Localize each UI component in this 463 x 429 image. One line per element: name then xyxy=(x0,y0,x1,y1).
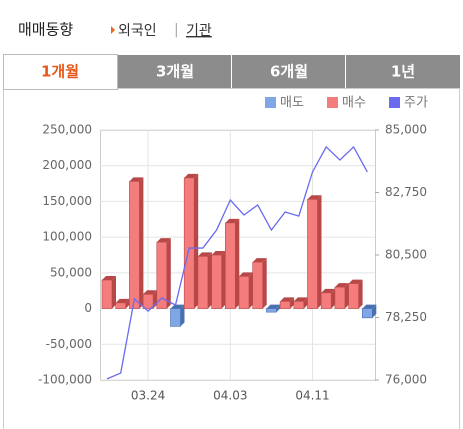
y-tick-label: 100,000 xyxy=(42,230,92,244)
y-tick-label: 50,000 xyxy=(50,265,92,279)
bar-top xyxy=(170,304,185,309)
bar-top xyxy=(280,297,295,302)
bar xyxy=(197,256,209,309)
legend-swatch xyxy=(327,97,338,108)
y-tick-label: 200,000 xyxy=(42,158,92,172)
bar xyxy=(225,222,236,309)
bar xyxy=(183,177,195,309)
x-tick-label: 04.03 xyxy=(213,389,247,403)
bar-top xyxy=(225,218,240,223)
header-title: 매매동향 xyxy=(18,21,73,39)
bar-side xyxy=(344,283,349,309)
bar xyxy=(361,308,373,319)
bar-side xyxy=(221,251,226,309)
header-link[interactable]: 외국인 xyxy=(118,23,157,39)
y-tick-label: 250,000 xyxy=(42,123,92,137)
y2-tick-label: 78,250 xyxy=(385,310,427,324)
y-tick-label: -100,000 xyxy=(38,373,92,387)
y-tick-label: 150,000 xyxy=(42,194,92,208)
bar-top xyxy=(239,272,253,277)
bar xyxy=(320,292,332,309)
legend-swatch xyxy=(389,97,400,108)
bar xyxy=(334,286,346,309)
header-link[interactable]: 기관 xyxy=(186,23,212,39)
bar-top xyxy=(266,304,281,309)
legend-label: 매수 xyxy=(342,96,366,111)
bar-side xyxy=(331,288,336,309)
bar xyxy=(101,279,113,309)
tab[interactable] xyxy=(118,55,231,88)
bar-top xyxy=(156,238,171,243)
bar-side xyxy=(207,252,212,309)
y2-tick-label: 82,750 xyxy=(385,185,427,199)
bar-side xyxy=(125,298,130,309)
bar xyxy=(307,198,318,309)
bar-side xyxy=(372,304,377,318)
bar xyxy=(348,283,359,309)
bar-side xyxy=(317,195,322,309)
bar-side xyxy=(112,276,116,309)
price-line xyxy=(106,145,368,380)
bar-side xyxy=(180,304,185,327)
y2-tick-label: 80,500 xyxy=(385,248,427,262)
bar-top xyxy=(102,276,116,280)
tab-label[interactable]: 1개월 xyxy=(41,63,79,81)
bar xyxy=(238,276,250,309)
legend-label: 주가 xyxy=(404,96,428,111)
separator: | xyxy=(174,22,179,38)
y2-tick-label: 76,000 xyxy=(385,373,427,387)
bar-side xyxy=(194,173,199,309)
bar-top xyxy=(307,195,322,200)
bar-top xyxy=(321,288,336,293)
tab[interactable] xyxy=(232,55,345,88)
bar-side xyxy=(290,297,295,309)
legend-label: 매도 xyxy=(280,96,304,111)
x-tick-label: 03.24 xyxy=(131,389,165,403)
tab-label[interactable]: 1년 xyxy=(391,63,415,81)
bar-top xyxy=(197,252,212,257)
x-tick-label: 04.11 xyxy=(295,389,329,403)
bar-top xyxy=(334,283,349,288)
legend-swatch xyxy=(265,97,276,108)
y2-tick-label: 85,000 xyxy=(385,123,427,137)
bar xyxy=(170,308,181,327)
tab-label[interactable]: 6개월 xyxy=(270,63,308,81)
bar xyxy=(293,301,305,309)
bar xyxy=(142,293,154,309)
bar-side xyxy=(139,177,144,309)
arrow-icon xyxy=(111,26,115,34)
bar-top xyxy=(211,251,226,255)
bar xyxy=(156,241,168,309)
bar-top xyxy=(293,297,308,302)
bar-top xyxy=(129,177,144,182)
bar-side xyxy=(166,238,171,309)
bar-top xyxy=(115,298,130,303)
bar-side xyxy=(235,218,240,309)
bar-top xyxy=(362,304,377,309)
bar xyxy=(279,301,291,309)
bar-side xyxy=(262,258,267,309)
bar xyxy=(129,181,140,309)
bar-side xyxy=(249,272,253,309)
bar-top xyxy=(143,290,158,295)
bar-top xyxy=(252,258,267,263)
bar xyxy=(115,302,126,309)
bar-side xyxy=(303,297,308,309)
tab-label[interactable]: 3개월 xyxy=(156,63,194,81)
bar-side xyxy=(358,279,363,309)
y-tick-label: -50,000 xyxy=(46,337,92,351)
bar-top xyxy=(184,173,199,178)
bar xyxy=(266,308,277,313)
bar-side xyxy=(276,304,281,313)
y-tick-label: 0 xyxy=(84,301,92,315)
bar xyxy=(211,254,222,309)
tab[interactable] xyxy=(346,55,460,88)
tab-active[interactable] xyxy=(3,54,118,90)
bar xyxy=(252,261,263,309)
bar-top xyxy=(348,279,363,284)
